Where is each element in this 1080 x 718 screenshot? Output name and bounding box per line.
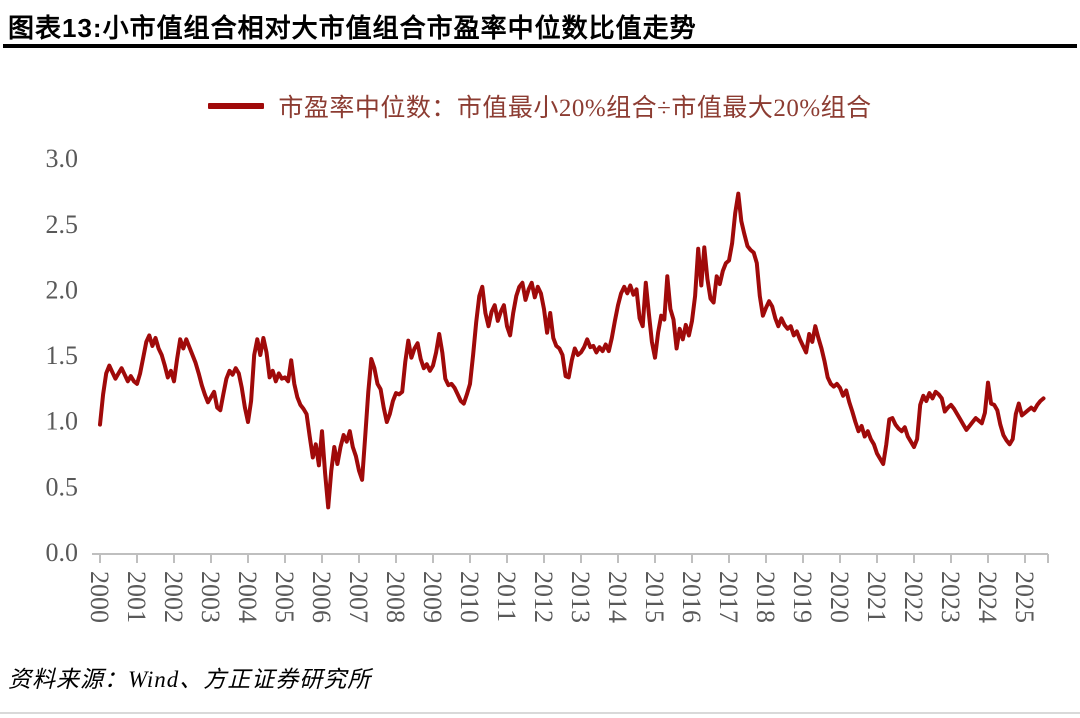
x-axis-label: 2025	[1010, 571, 1039, 623]
x-axis-label: 2015	[640, 571, 669, 623]
y-axis-label: 0.0	[46, 538, 79, 567]
x-axis-label: 2004	[233, 571, 262, 623]
y-axis-label: 1.5	[46, 341, 79, 370]
x-axis-label: 2022	[899, 571, 928, 623]
x-axis-label: 2010	[455, 571, 484, 623]
legend: 市盈率中位数：市值最小20%组合÷市值最大20%组合	[0, 88, 1080, 124]
source-note: 资料来源：Wind、方正证券研究所	[8, 667, 372, 692]
x-axis-label: 2014	[603, 571, 632, 623]
x-axis-label: 2016	[677, 571, 706, 623]
y-axis-label: 2.0	[46, 275, 79, 304]
x-axis-label: 2017	[714, 571, 743, 623]
x-axis-label: 2006	[307, 571, 336, 623]
bottom-rule	[0, 712, 1080, 714]
y-axis-label: 0.5	[46, 472, 79, 501]
y-axis-label: 3.0	[46, 144, 79, 173]
legend-label: 市盈率中位数：市值最小20%组合÷市值最大20%组合	[278, 95, 872, 122]
pe-ratio-line	[98, 191, 1046, 510]
x-axis-label: 2020	[825, 571, 854, 623]
x-axis-label: 2012	[529, 571, 558, 623]
x-axis-label: 2009	[418, 571, 447, 623]
x-axis-label: 2001	[122, 571, 151, 623]
x-axis-label: 2019	[788, 571, 817, 623]
x-axis-label: 2023	[936, 571, 965, 623]
x-axis-label: 2021	[862, 571, 891, 623]
y-axis-label: 1.0	[46, 407, 79, 436]
x-axis-label: 2024	[973, 571, 1002, 623]
x-axis-label: 2003	[196, 571, 225, 623]
x-axis-label: 2005	[270, 571, 299, 623]
x-axis-label: 2007	[344, 571, 373, 623]
x-axis-label: 2018	[751, 571, 780, 623]
legend-line-marker	[208, 103, 265, 109]
x-axis-label: 2000	[85, 571, 114, 623]
x-axis-label: 2013	[566, 571, 595, 623]
title-rule	[3, 44, 1077, 48]
figure-title: 图表13:小市值组合相对大市值组合市盈率中位数比值走势	[8, 13, 697, 43]
x-axis-label: 2002	[159, 571, 188, 623]
x-axis-label: 2011	[492, 571, 521, 622]
x-axis-label: 2008	[381, 571, 410, 623]
y-axis-label: 2.5	[46, 210, 79, 239]
